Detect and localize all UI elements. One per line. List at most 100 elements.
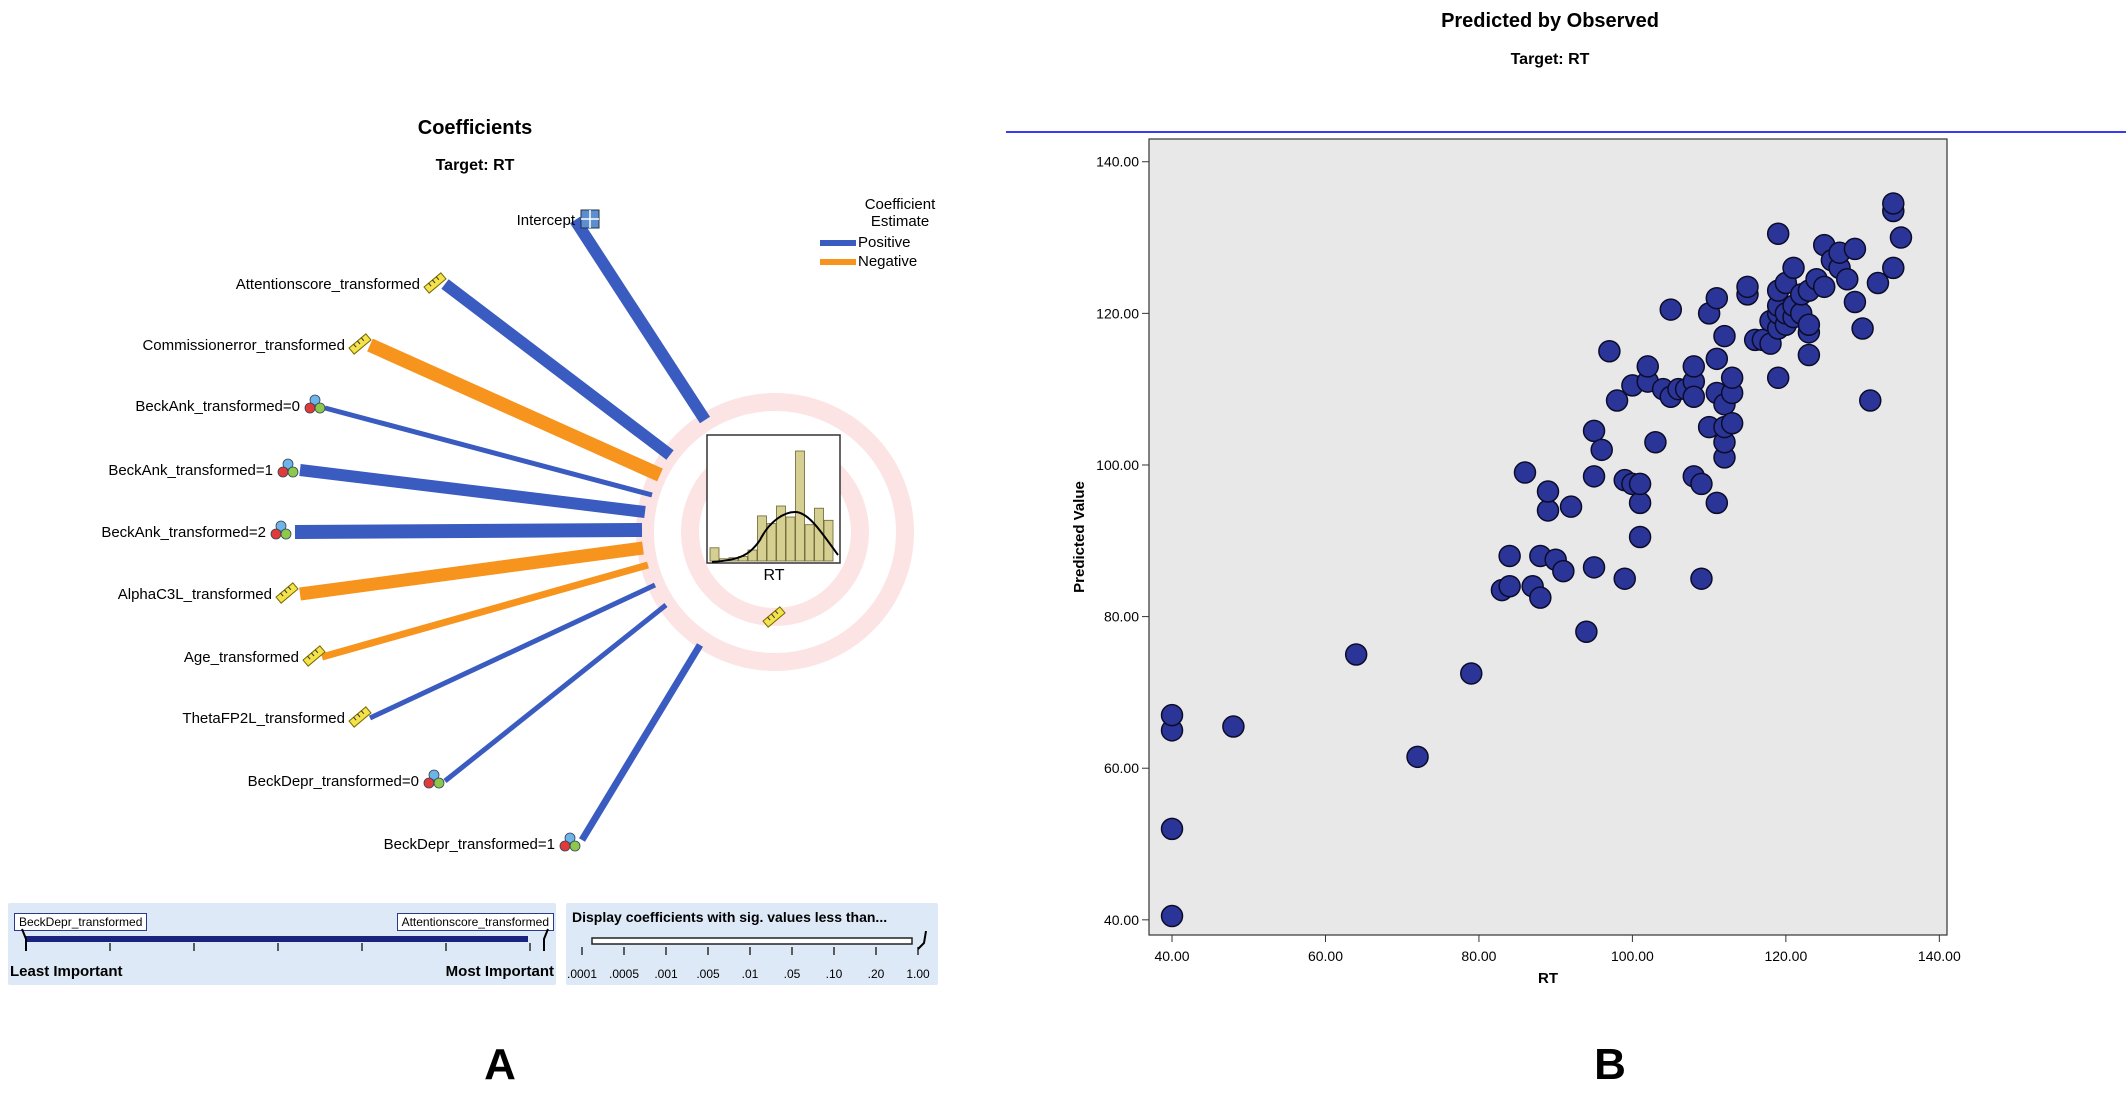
- coefficient-edge[interactable]: [299, 541, 644, 601]
- scatter-point: [1797, 313, 1821, 336]
- predictor-label: Age_transformed: [184, 649, 299, 666]
- scatter-point: [1529, 586, 1552, 609]
- coefficient-edge[interactable]: [579, 643, 703, 842]
- legend-positive-label: Positive: [858, 234, 911, 251]
- scatter-point: [1628, 472, 1652, 496]
- coefficient-edge[interactable]: [299, 464, 646, 518]
- nominal-icon: [423, 769, 445, 789]
- y-tick-label: 140.00: [1096, 154, 1139, 170]
- coefficient-edge[interactable]: [321, 561, 649, 661]
- predictor-label: BeckAnk_transformed=2: [101, 524, 266, 541]
- coefficient-edge[interactable]: [443, 603, 668, 783]
- most-important-label: Most Important: [445, 963, 554, 980]
- scatter-point: [1782, 256, 1805, 280]
- importance-slider[interactable]: [8, 925, 556, 965]
- significance-tick-label: .0005: [608, 967, 640, 981]
- scatter-point: [1552, 559, 1575, 583]
- predictor-label: Attentionscore_transformed: [236, 276, 420, 293]
- scatter-point: [1160, 703, 1184, 727]
- scatter-point: [1843, 290, 1867, 314]
- scatter-point: [1460, 662, 1483, 685]
- scatter-point: [1605, 389, 1629, 412]
- predictor-label: BeckAnk_transformed=1: [108, 462, 273, 479]
- header-divider: [1006, 131, 2126, 133]
- significance-tick-label: .20: [867, 967, 885, 981]
- coefficients-network: Intercept Attentionscore_transformed Commi…: [101, 209, 914, 853]
- scatter-point: [1160, 817, 1184, 841]
- slider-right-handle[interactable]: [543, 928, 549, 951]
- scatter-point: [1859, 389, 1882, 412]
- significance-slider[interactable]: [566, 931, 938, 961]
- scatter-point: [1736, 275, 1759, 299]
- coefficient-edge[interactable]: [368, 582, 657, 721]
- y-tick-label: 100.00: [1096, 457, 1139, 473]
- scatter-point: [1513, 461, 1537, 484]
- y-axis-label: Predicted Value: [1071, 481, 1088, 593]
- x-tick-label: 140.00: [1918, 948, 1961, 964]
- coefficient-edge[interactable]: [441, 279, 674, 460]
- scatter-point: [1582, 419, 1606, 443]
- histogram-bar: [785, 516, 796, 562]
- scatter-point: [1628, 491, 1652, 515]
- panel-a-letter: A: [484, 1040, 516, 1089]
- scatter-point: [1536, 480, 1560, 503]
- x-tick-label: 100.00: [1611, 948, 1654, 964]
- scatter-point: [1705, 286, 1729, 310]
- scatter-point: [1889, 226, 1913, 249]
- ruler-icon: [302, 645, 326, 667]
- histogram-bar: [804, 524, 815, 562]
- scatter-point: [1690, 472, 1713, 496]
- coefficient-edge[interactable]: [569, 216, 711, 424]
- significance-tick-label: .10: [825, 967, 843, 981]
- scatter-point: [1882, 256, 1905, 280]
- target-node[interactable]: RT: [706, 434, 841, 584]
- scatter-point: [1160, 904, 1184, 928]
- significance-slider-panel: Display coefficients with sig. values le…: [566, 903, 938, 985]
- scatter-point: [1628, 525, 1652, 549]
- legend-title-2: Estimate: [870, 213, 930, 230]
- target-halo-outer: [636, 393, 914, 671]
- scatter-point: [1843, 237, 1867, 261]
- legend-title-1: Coefficient: [864, 196, 936, 213]
- scatter-point: [1713, 324, 1736, 348]
- panel-b-letter: B: [1594, 1040, 1626, 1089]
- scatter-point: [1797, 343, 1821, 367]
- significance-tick-label: 1.00: [906, 967, 930, 981]
- significance-tick-label: .001: [654, 967, 678, 981]
- ruler-icon: [348, 333, 372, 355]
- x-tick-label: 60.00: [1308, 948, 1343, 964]
- legend-positive-swatch: [820, 239, 856, 246]
- predictor-label: BeckDepr_transformed=1: [384, 836, 555, 853]
- histogram-bar: [766, 523, 777, 562]
- coefficient-edge[interactable]: [367, 338, 663, 482]
- scatter-point: [1590, 438, 1613, 462]
- importance-slider-panel: BeckDepr_transformed Attentionscore_tran…: [8, 903, 556, 985]
- significance-tick-label: .0001: [566, 967, 598, 981]
- scatter-point: [1636, 355, 1659, 378]
- predictor-label: Commissionerror_transformed: [142, 337, 345, 354]
- y-tick-label: 60.00: [1104, 760, 1139, 776]
- most-important-field: Attentionscore_transformed: [396, 913, 554, 931]
- coefficient-edge[interactable]: [294, 523, 643, 539]
- scatter-point: [1598, 340, 1621, 363]
- scatter-point: [1582, 556, 1606, 579]
- x-tick-label: 120.00: [1764, 948, 1807, 964]
- scatter-point: [1582, 465, 1606, 488]
- ruler-icon: [275, 582, 299, 604]
- scatter-point: [1222, 715, 1245, 738]
- histogram-bar: [795, 450, 805, 562]
- nominal-icon: [304, 394, 326, 414]
- ruler-icon: [423, 272, 447, 294]
- scatter-title: Predicted by Observed: [1441, 10, 1659, 32]
- significance-title: Display coefficients with sig. values le…: [572, 909, 888, 925]
- scatter-point: [1720, 412, 1744, 435]
- scatter-point: [1851, 317, 1874, 340]
- scatter-subtitle: Target: RT: [1510, 51, 1590, 68]
- coefficient-edge[interactable]: [324, 405, 653, 498]
- scatter-point: [1682, 385, 1706, 409]
- significance-handle[interactable]: [917, 931, 927, 950]
- slider-left-handle[interactable]: [21, 928, 27, 951]
- scatter-point: [1682, 355, 1706, 378]
- scatter-point: [1575, 620, 1598, 644]
- scatter-point: [1766, 366, 1790, 390]
